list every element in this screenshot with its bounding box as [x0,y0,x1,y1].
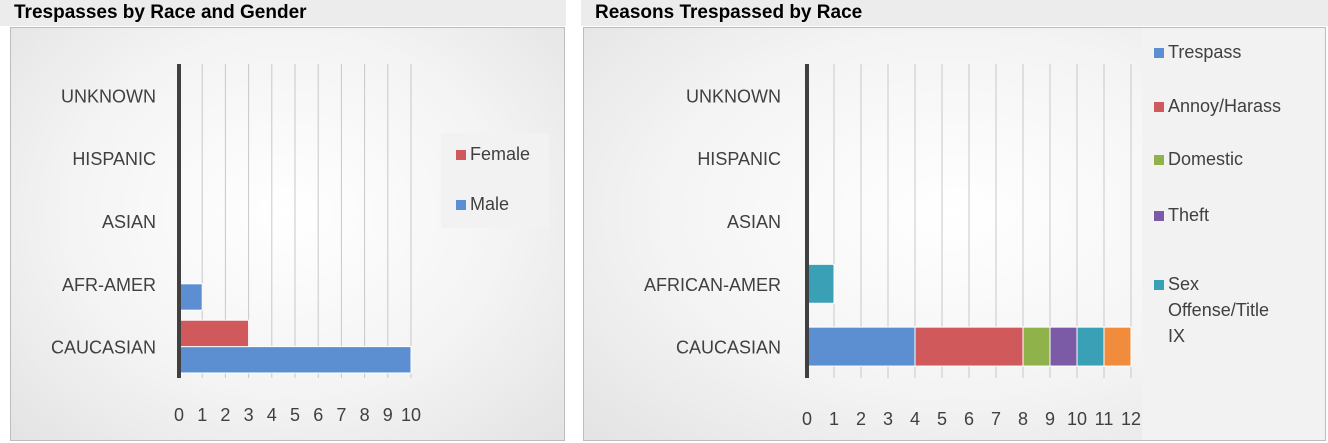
category-label: HISPANIC [697,149,781,169]
tick-label: 6 [964,409,974,429]
bar-afr-amer-male [178,283,203,311]
chart-race-gender: CAUCASIAN AFR-AMER ASIAN HISPANIC UNKNOWN 0 1 2… [51,64,549,425]
legend-label: Sex [1168,274,1199,294]
bar-caucasian-series-5 [1103,326,1132,367]
tick-label: 7 [336,405,346,425]
tick-label: 9 [383,405,393,425]
legend-swatch [456,200,466,210]
legend-label: Trespass [1168,42,1241,62]
category-label: HISPANIC [72,149,156,169]
chart-title-right: Reasons Trespassed by Race [581,0,1328,26]
legend-label: Male [470,194,509,214]
bar-african-amer-sex-offense-title-ix [806,263,835,304]
category-label: AFRICAN-AMER [644,275,781,295]
legend-swatch [456,150,466,160]
chart-panel-race-gender: CAUCASIAN AFR-AMER ASIAN HISPANIC UNKNOWN 0 1 2… [10,27,565,441]
chart-panel-reasons: CAUCASIAN AFRICAN-AMER ASIAN HISPANIC UNKNOW… [583,27,1326,441]
tick-label: 3 [244,405,254,425]
legend-swatch [1154,155,1164,165]
tick-label: 5 [937,409,947,429]
legend-box [441,133,549,228]
tick-label: 3 [883,409,893,429]
bar-caucasian-trespass [806,326,916,367]
tick-label: 9 [1045,409,1055,429]
legend-box [1142,28,1325,440]
chart-title-left: Trespasses by Race and Gender [0,0,566,26]
tick-label: 10 [1067,409,1087,429]
tick-label: 2 [220,405,230,425]
category-label: ASIAN [102,212,156,232]
legend-swatch [1154,280,1164,290]
bar-caucasian-female [178,319,250,348]
category-label: CAUCASIAN [51,338,156,358]
legend-label: Annoy/Harass [1168,96,1281,116]
legend-label: IX [1168,326,1185,346]
bar-caucasian-annoy-harass [914,326,1024,367]
tick-label: 11 [1095,409,1114,429]
tick-label: 2 [856,409,866,429]
tick-label: 6 [313,405,323,425]
category-label: CAUCASIAN [676,338,781,358]
tick-label: 12 [1121,409,1141,429]
tick-label: 8 [1018,409,1028,429]
category-label: ASIAN [727,212,781,232]
tick-label: 7 [991,409,1001,429]
legend-label: Theft [1168,205,1209,225]
tick-label: 4 [267,405,277,425]
tick-label: 10 [401,405,421,425]
tick-label: 1 [197,405,207,425]
category-label: AFR-AMER [62,275,156,295]
tick-label: 0 [174,405,184,425]
bar-caucasian-domestic [1022,326,1051,367]
legend-swatch [1154,211,1164,221]
tick-label: 1 [829,409,839,429]
bar-caucasian-sex-offense-title-ix [1076,326,1105,367]
tick-label: 5 [290,405,300,425]
legend-label: Offense/Title [1168,300,1269,320]
legend-label: Female [470,144,530,164]
chart-reasons-by-race: CAUCASIAN AFRICAN-AMER ASIAN HISPANIC UNKNOW… [644,28,1325,440]
legend-swatch [1154,48,1164,58]
category-label: UNKNOWN [686,86,781,106]
legend-swatch [1154,102,1164,112]
category-label: UNKNOWN [61,86,156,106]
bar-caucasian-male [178,346,412,374]
tick-label: 0 [802,409,812,429]
tick-label: 4 [910,409,920,429]
tick-label: 8 [360,405,370,425]
legend-label: Domestic [1168,149,1243,169]
bar-caucasian-theft [1049,326,1078,367]
